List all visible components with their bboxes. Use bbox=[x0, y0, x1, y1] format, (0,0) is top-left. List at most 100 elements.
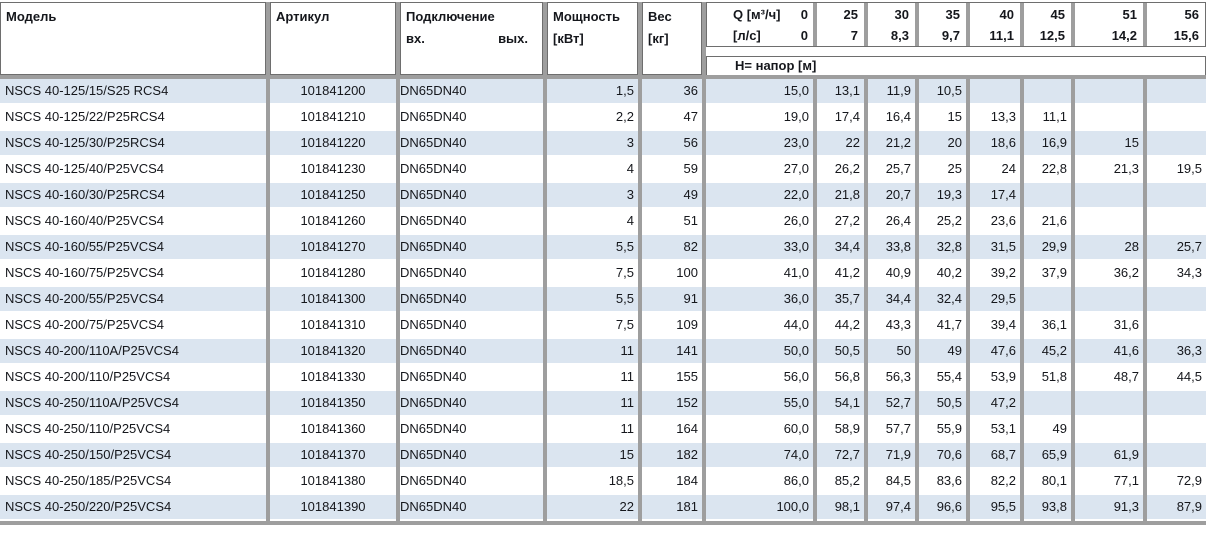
flow-m3h-label-row: Q [м³/ч] 0 bbox=[707, 4, 813, 25]
head-value-cell bbox=[1024, 183, 1071, 209]
power-cell: 4 bbox=[547, 209, 638, 235]
head-value-cell: 22,0 bbox=[706, 183, 813, 209]
connection-out-value: DN40 bbox=[433, 369, 467, 384]
head-value-cell: 22 bbox=[817, 131, 864, 157]
connection-in-value: DN65 bbox=[400, 499, 434, 514]
flow-m3h-value: 51 bbox=[1122, 7, 1137, 22]
power-cell: 5,5 bbox=[547, 235, 638, 261]
head-value-cell: 44,5 bbox=[1147, 365, 1206, 391]
connection-cell: DN65 DN40 bbox=[400, 365, 543, 391]
head-value-cell: 17,4 bbox=[970, 183, 1020, 209]
head-value-cell: 41,2 bbox=[817, 261, 864, 287]
head-value-cell: 29,9 bbox=[1024, 235, 1071, 261]
head-value-cell: 49 bbox=[1024, 417, 1071, 443]
power-cell: 11 bbox=[547, 391, 638, 417]
connection-cell: DN65 DN40 bbox=[400, 495, 543, 521]
power-cell: 5,5 bbox=[547, 287, 638, 313]
head-value-cell: 43,3 bbox=[868, 313, 915, 339]
column-divider bbox=[396, 2, 400, 79]
head-value-cell: 56,3 bbox=[868, 365, 915, 391]
power-cell: 2,2 bbox=[547, 105, 638, 131]
weight-cell: 91 bbox=[642, 287, 702, 313]
model-header-label: Модель bbox=[6, 9, 57, 24]
head-value-cell bbox=[1075, 287, 1143, 313]
head-value-cell: 50 bbox=[868, 339, 915, 365]
head-value-cell: 15,0 bbox=[706, 79, 813, 105]
head-value-cell: 95,5 bbox=[970, 495, 1020, 521]
column-header-weight: Вес [кг] bbox=[642, 2, 702, 75]
connection-cell: DN65 DN40 bbox=[400, 235, 543, 261]
head-value-cell bbox=[1024, 287, 1071, 313]
head-value-cell: 32,4 bbox=[919, 287, 966, 313]
head-value-cell bbox=[1147, 417, 1206, 443]
power-cell: 22 bbox=[547, 495, 638, 521]
connection-out-value: DN40 bbox=[433, 161, 467, 176]
head-value-cell: 85,2 bbox=[817, 469, 864, 495]
head-value-cell: 53,9 bbox=[970, 365, 1020, 391]
head-value-cell: 23,6 bbox=[970, 209, 1020, 235]
head-value-cell: 65,9 bbox=[1024, 443, 1071, 469]
flow-column-header: 30 8,3 bbox=[868, 3, 915, 46]
head-value-cell: 26,2 bbox=[817, 157, 864, 183]
head-value-cell: 34,4 bbox=[868, 287, 915, 313]
model-cell: NSCS 40-125/30/P25RCS4 bbox=[0, 131, 266, 157]
head-value-cell: 11,1 bbox=[1024, 105, 1071, 131]
connection-out-value: DN40 bbox=[433, 343, 467, 358]
connection-cell: DN65 DN40 bbox=[400, 183, 543, 209]
head-value-cell: 50,5 bbox=[919, 391, 966, 417]
power-cell: 15 bbox=[547, 443, 638, 469]
head-value-cell: 31,6 bbox=[1075, 313, 1143, 339]
head-value-cell: 39,2 bbox=[970, 261, 1020, 287]
flow-column-header: 40 11,1 bbox=[970, 3, 1020, 46]
flow-ls-value: 9,7 bbox=[941, 28, 960, 43]
flow-m3h-zero: 0 bbox=[800, 7, 808, 22]
head-value-cell: 33,0 bbox=[706, 235, 813, 261]
head-value-cell bbox=[1147, 183, 1206, 209]
weight-cell: 47 bbox=[642, 105, 702, 131]
connection-in-value: DN65 bbox=[400, 213, 434, 228]
head-value-cell: 25 bbox=[919, 157, 966, 183]
head-value-cell: 61,9 bbox=[1075, 443, 1143, 469]
connection-cell: DN65 DN40 bbox=[400, 469, 543, 495]
head-value-cell: 93,8 bbox=[1024, 495, 1071, 521]
head-value-cell: 55,0 bbox=[706, 391, 813, 417]
head-value-cell: 97,4 bbox=[868, 495, 915, 521]
connection-in-value: DN65 bbox=[400, 447, 434, 462]
head-value-cell: 83,6 bbox=[919, 469, 966, 495]
column-divider bbox=[543, 2, 547, 79]
connection-in-value: DN65 bbox=[400, 369, 434, 384]
article-header-label: Артикул bbox=[276, 9, 330, 24]
connection-out-value: DN40 bbox=[433, 291, 467, 306]
head-value-cell: 49 bbox=[919, 339, 966, 365]
column-header-flow: Q [м³/ч] 0 [л/с] 0 25 7 30 8,3 35 9,7 40 11,1 45… bbox=[706, 2, 1206, 47]
flow-label-cell: Q [м³/ч] 0 [л/с] 0 bbox=[707, 3, 813, 46]
head-value-cell: 21,2 bbox=[868, 131, 915, 157]
connection-in-value: DN65 bbox=[400, 395, 434, 410]
connection-cell: DN65 DN40 bbox=[400, 417, 543, 443]
connection-out-value: DN40 bbox=[433, 473, 467, 488]
head-value-cell: 72,9 bbox=[1147, 469, 1206, 495]
head-value-cell: 13,3 bbox=[970, 105, 1020, 131]
power-cell: 7,5 bbox=[547, 261, 638, 287]
head-value-cell: 55,9 bbox=[919, 417, 966, 443]
head-value-cell: 28 bbox=[1075, 235, 1143, 261]
connection-out-value: DN40 bbox=[433, 395, 467, 410]
head-value-cell: 15 bbox=[919, 105, 966, 131]
power-cell: 4 bbox=[547, 157, 638, 183]
flow-ls-value: 15,6 bbox=[1173, 28, 1199, 43]
head-value-cell bbox=[1147, 391, 1206, 417]
head-unit-label: Н= напор [м] bbox=[735, 58, 817, 73]
head-value-cell: 16,9 bbox=[1024, 131, 1071, 157]
head-value-cell bbox=[1147, 443, 1206, 469]
head-value-cell: 100,0 bbox=[706, 495, 813, 521]
head-value-cell bbox=[1075, 391, 1143, 417]
weight-cell: 59 bbox=[642, 157, 702, 183]
head-value-cell: 98,1 bbox=[817, 495, 864, 521]
power-cell: 3 bbox=[547, 183, 638, 209]
flow-m3h-value: 45 bbox=[1050, 7, 1065, 22]
head-value-cell: 34,3 bbox=[1147, 261, 1206, 287]
model-cell: NSCS 40-125/22/P25RCS4 bbox=[0, 105, 266, 131]
head-value-cell: 27,0 bbox=[706, 157, 813, 183]
head-value-cell: 56,8 bbox=[817, 365, 864, 391]
connection-out-value: DN40 bbox=[433, 499, 467, 514]
